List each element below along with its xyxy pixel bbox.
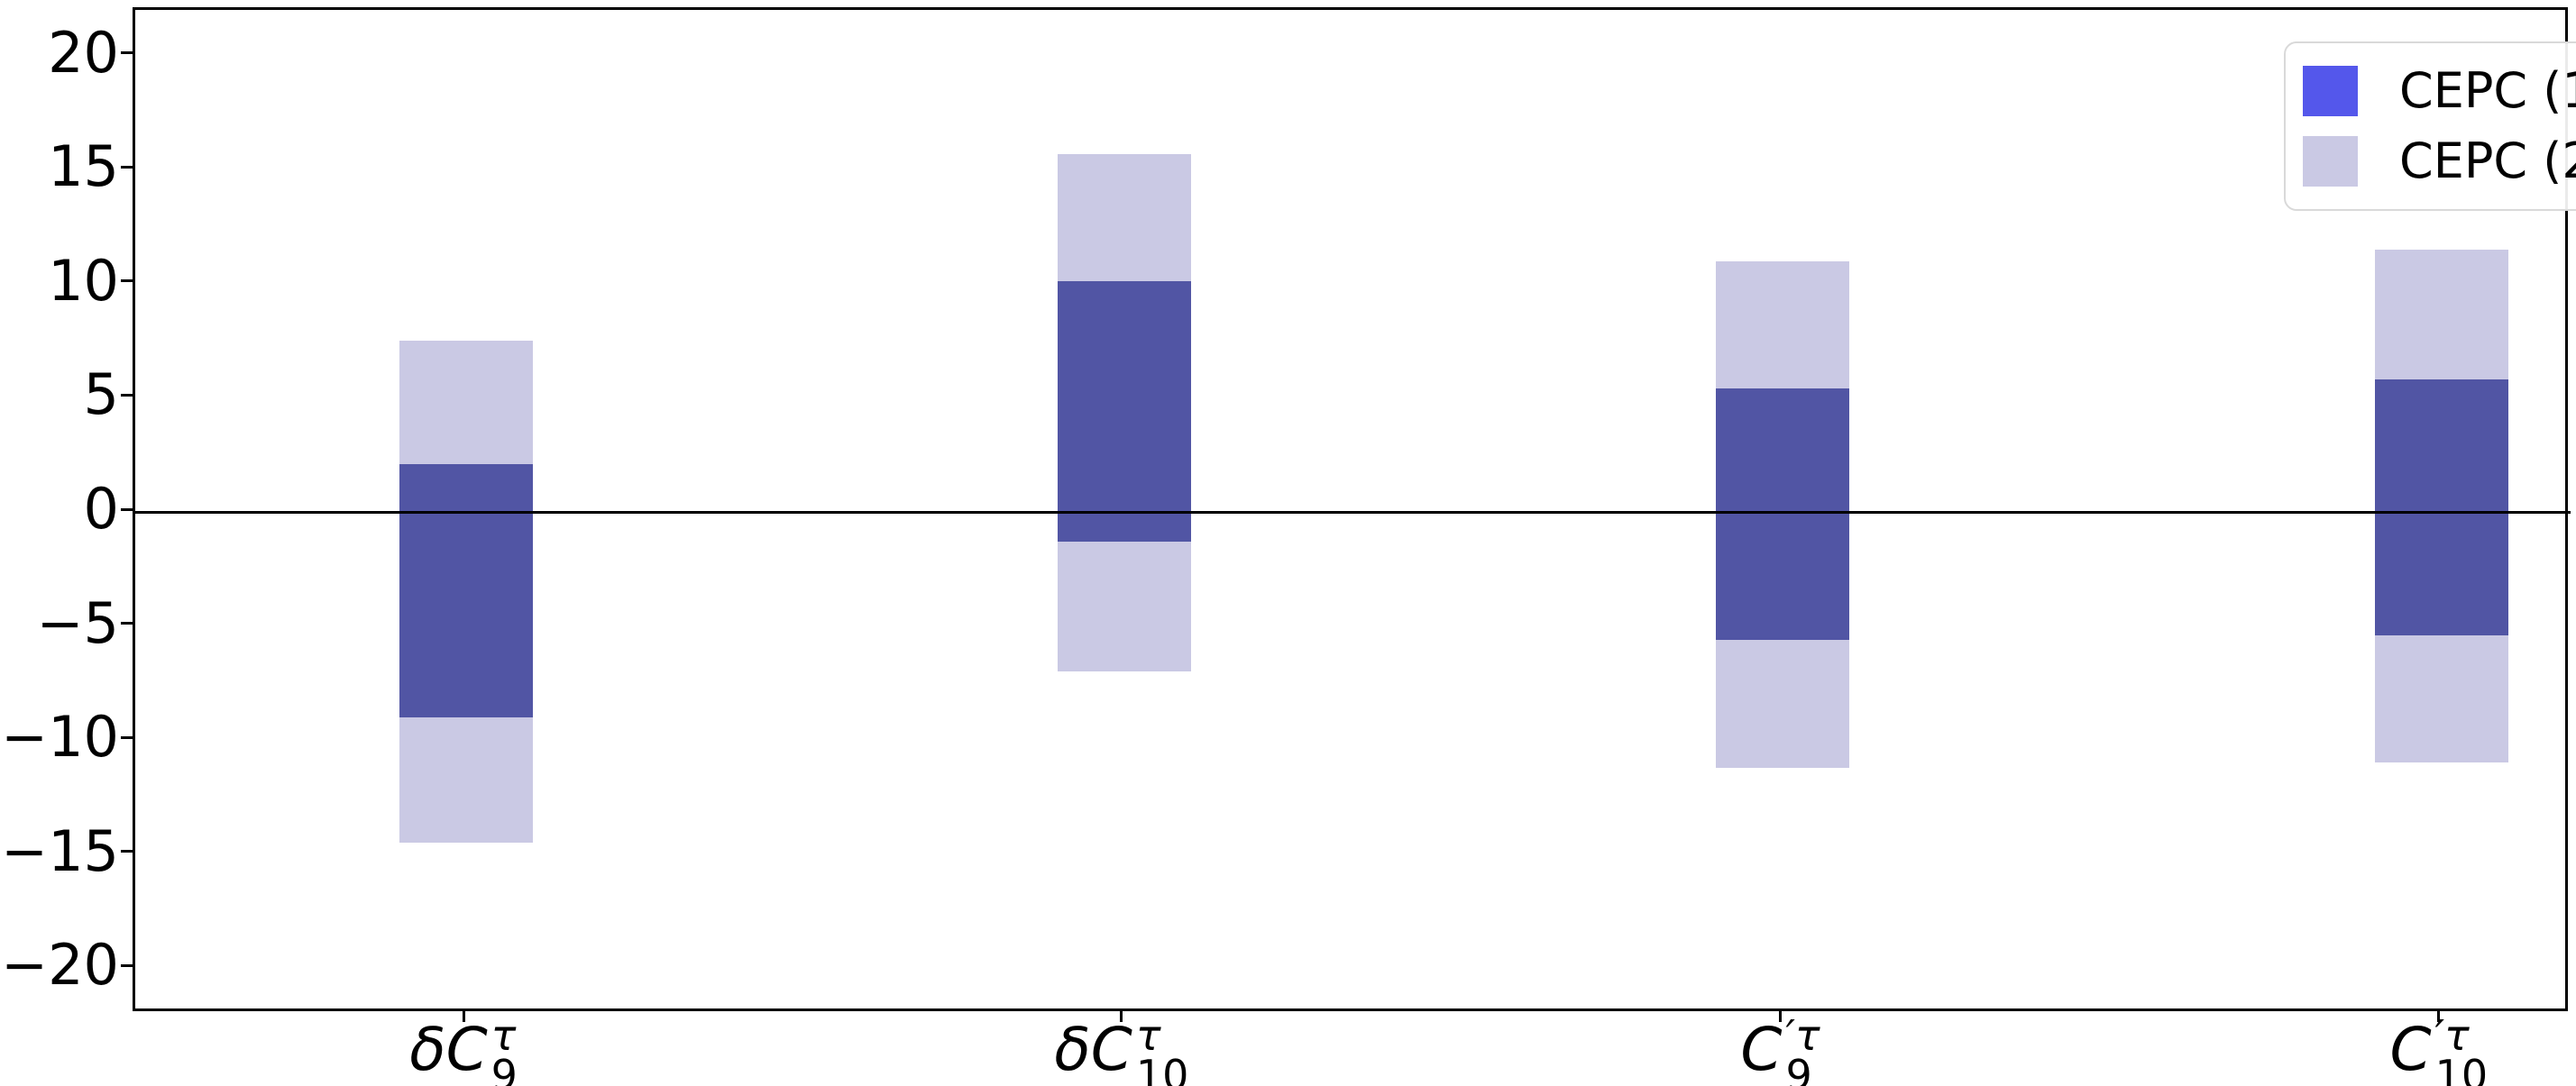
y-tick-label-10: 10 [48,247,119,314]
y-tick-label--10: −10 [1,704,119,771]
x-label-C'_10^τ: C ′τ 10 [2389,1011,2489,1086]
zero-line [135,510,2571,514]
y-tick-label--20: −20 [1,932,119,999]
x-label-δC_10^τ: δC τ 10 [1054,1011,1189,1086]
y-tick-mark--20 [121,963,133,967]
y-tick-mark--10 [121,735,133,739]
x-label-δC_9^τ: δC τ 9 [409,1011,518,1086]
legend-label-1sigma: CEPC (1σ) [2399,62,2576,120]
legend-swatch-2sigma-icon [2303,135,2358,187]
x-tick-mark-C'_9^τ [1778,1011,1782,1022]
bar-1sigma-δC_10^τ [1057,281,1191,542]
y-tick-label-5: 5 [83,361,119,428]
x-tick-mark-δC_9^τ [462,1011,465,1022]
y-tick-mark-0 [121,507,133,511]
bar-1sigma-C'_10^τ [2374,379,2508,635]
y-tick-mark-5 [121,393,133,397]
bar-1sigma-δC_9^τ [399,463,534,717]
y-tick-label-20: 20 [48,19,119,86]
x-label-C'_9^τ: C ′τ 9 [1740,1011,1820,1086]
y-tick-mark--15 [121,850,133,853]
x-tick-mark-δC_10^τ [1120,1011,1123,1022]
y-tick-mark-20 [121,51,133,55]
y-tick-mark--5 [121,622,133,625]
plot-area: CEPC (1σ) CEPC (2σ) [133,7,2576,1011]
y-tick-mark-10 [121,279,133,283]
legend-item-2sigma: CEPC (2σ) [2286,132,2576,189]
y-tick-mark-15 [121,165,133,169]
bar-1sigma-C'_9^τ [1716,388,1850,640]
y-tick-label--5: −5 [36,589,119,656]
y-tick-label-15: 15 [48,133,119,200]
legend-label-2sigma: CEPC (2σ) [2399,132,2576,189]
legend: CEPC (1σ) CEPC (2σ) [2284,41,2576,211]
y-tick-label-0: 0 [83,476,119,542]
x-tick-mark-C'_10^τ [2437,1011,2441,1022]
y-tick-label--15: −15 [1,817,119,884]
legend-swatch-1sigma-icon [2303,66,2358,117]
legend-item-1sigma: CEPC (1σ) [2286,64,2576,118]
